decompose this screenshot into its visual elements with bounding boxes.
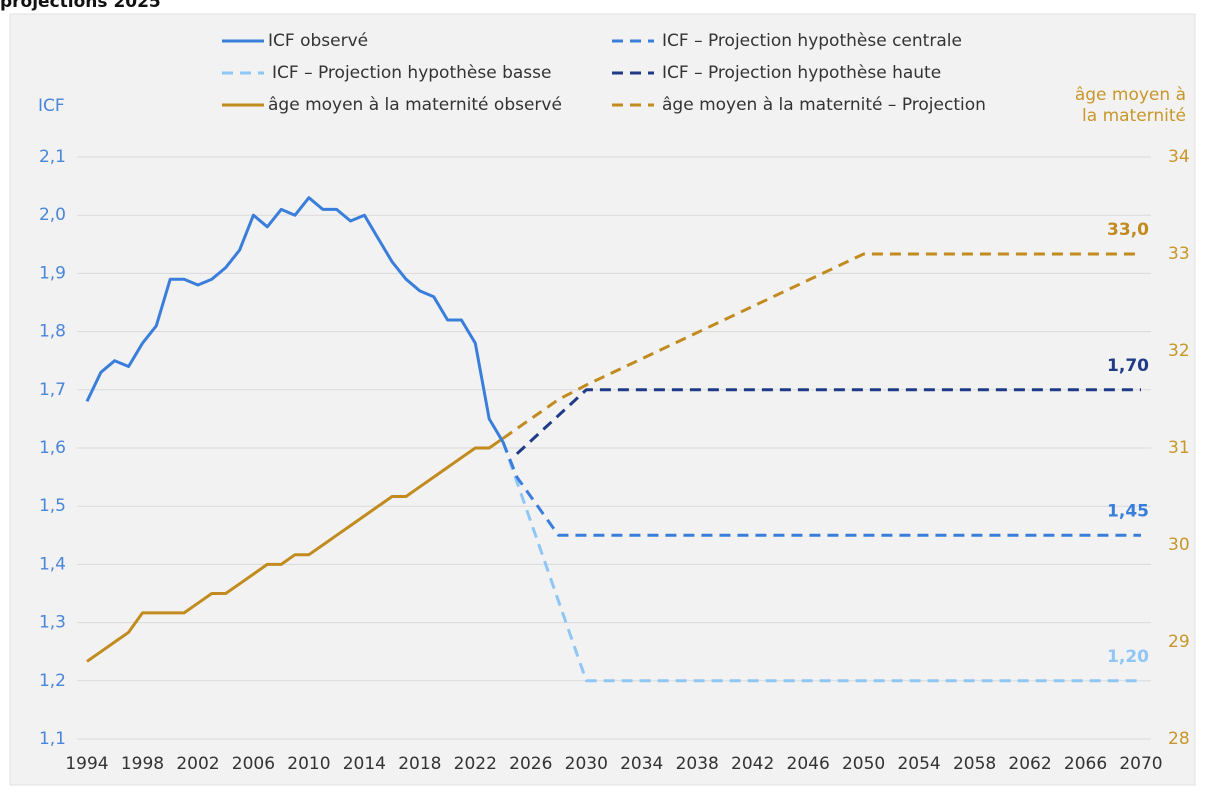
y-tick-label: 1,2: [39, 671, 66, 691]
y2-tick-label: 32: [1168, 341, 1190, 361]
y2-tick-label: 31: [1168, 438, 1190, 458]
x-tick-label: 2038: [676, 754, 719, 774]
series-line: [85, 196, 505, 443]
x-tick-label: 2002: [176, 754, 219, 774]
y-tick-label: 1,3: [39, 613, 66, 633]
series-line: [515, 388, 1141, 455]
y-tick-label: 1,4: [39, 554, 66, 574]
value-label: 1,70: [1107, 356, 1149, 376]
x-tick-label: 2058: [953, 754, 996, 774]
y-tick-label: 2,0: [39, 205, 66, 225]
y-tick-label: 1,1: [39, 729, 66, 749]
x-tick-label: 2006: [232, 754, 275, 774]
x-tick-label: 2034: [620, 754, 663, 774]
x-tick-label: 2014: [343, 754, 386, 774]
legend-label: ICF – Projection hypothèse centrale: [662, 31, 962, 51]
x-tick-label: 2066: [1064, 754, 1107, 774]
y2-tick-label: 28: [1168, 729, 1190, 749]
x-tick-label: 2042: [731, 754, 774, 774]
y2-axis-label: la maternité: [1082, 106, 1186, 126]
chart-panel: [9, 13, 1196, 786]
x-tick-label: 2030: [565, 754, 608, 774]
value-label: 33,0: [1107, 220, 1149, 240]
y-tick-label: 1,9: [39, 263, 66, 283]
series-line: [86, 437, 504, 663]
x-tick-label: 1998: [121, 754, 164, 774]
x-tick-label: 2070: [1119, 754, 1162, 774]
y-tick-label: 1,7: [39, 380, 66, 400]
x-tick-label: 2046: [787, 754, 830, 774]
legend-label: ICF observé: [268, 31, 368, 51]
legend-label: ICF – Projection hypothèse haute: [662, 63, 941, 83]
x-tick-label: 2050: [842, 754, 885, 774]
y-axis-label: ICF: [38, 96, 65, 116]
y2-tick-label: 33: [1168, 244, 1190, 264]
series-line: [502, 252, 1141, 440]
series-line: [501, 441, 1141, 537]
y-tick-label: 1,6: [39, 438, 66, 458]
legend-label: âge moyen à la maternité – Projection: [662, 95, 986, 115]
x-tick-label: 2022: [454, 754, 497, 774]
x-tick-label: 1994: [65, 754, 108, 774]
value-label: 1,45: [1107, 501, 1149, 521]
y2-tick-label: 30: [1168, 535, 1190, 555]
x-tick-label: 2026: [509, 754, 552, 774]
x-tick-label: 2062: [1008, 754, 1051, 774]
y-tick-label: 2,1: [39, 147, 66, 167]
legend-label: âge moyen à la maternité observé: [268, 95, 562, 115]
chart-title: projections 2025: [0, 0, 161, 12]
y2-tick-label: 34: [1168, 147, 1190, 167]
x-tick-label: 2010: [287, 754, 330, 774]
x-tick-label: 2054: [897, 754, 940, 774]
y-tick-label: 1,8: [39, 322, 66, 342]
value-label: 1,20: [1107, 647, 1149, 667]
y2-axis-label: âge moyen à: [1075, 85, 1186, 105]
x-tick-label: 2018: [398, 754, 441, 774]
y-tick-label: 1,5: [39, 496, 66, 516]
legend-label: ICF – Projection hypothèse basse: [272, 63, 551, 83]
series-line: [501, 441, 1141, 683]
y2-tick-label: 29: [1168, 632, 1190, 652]
